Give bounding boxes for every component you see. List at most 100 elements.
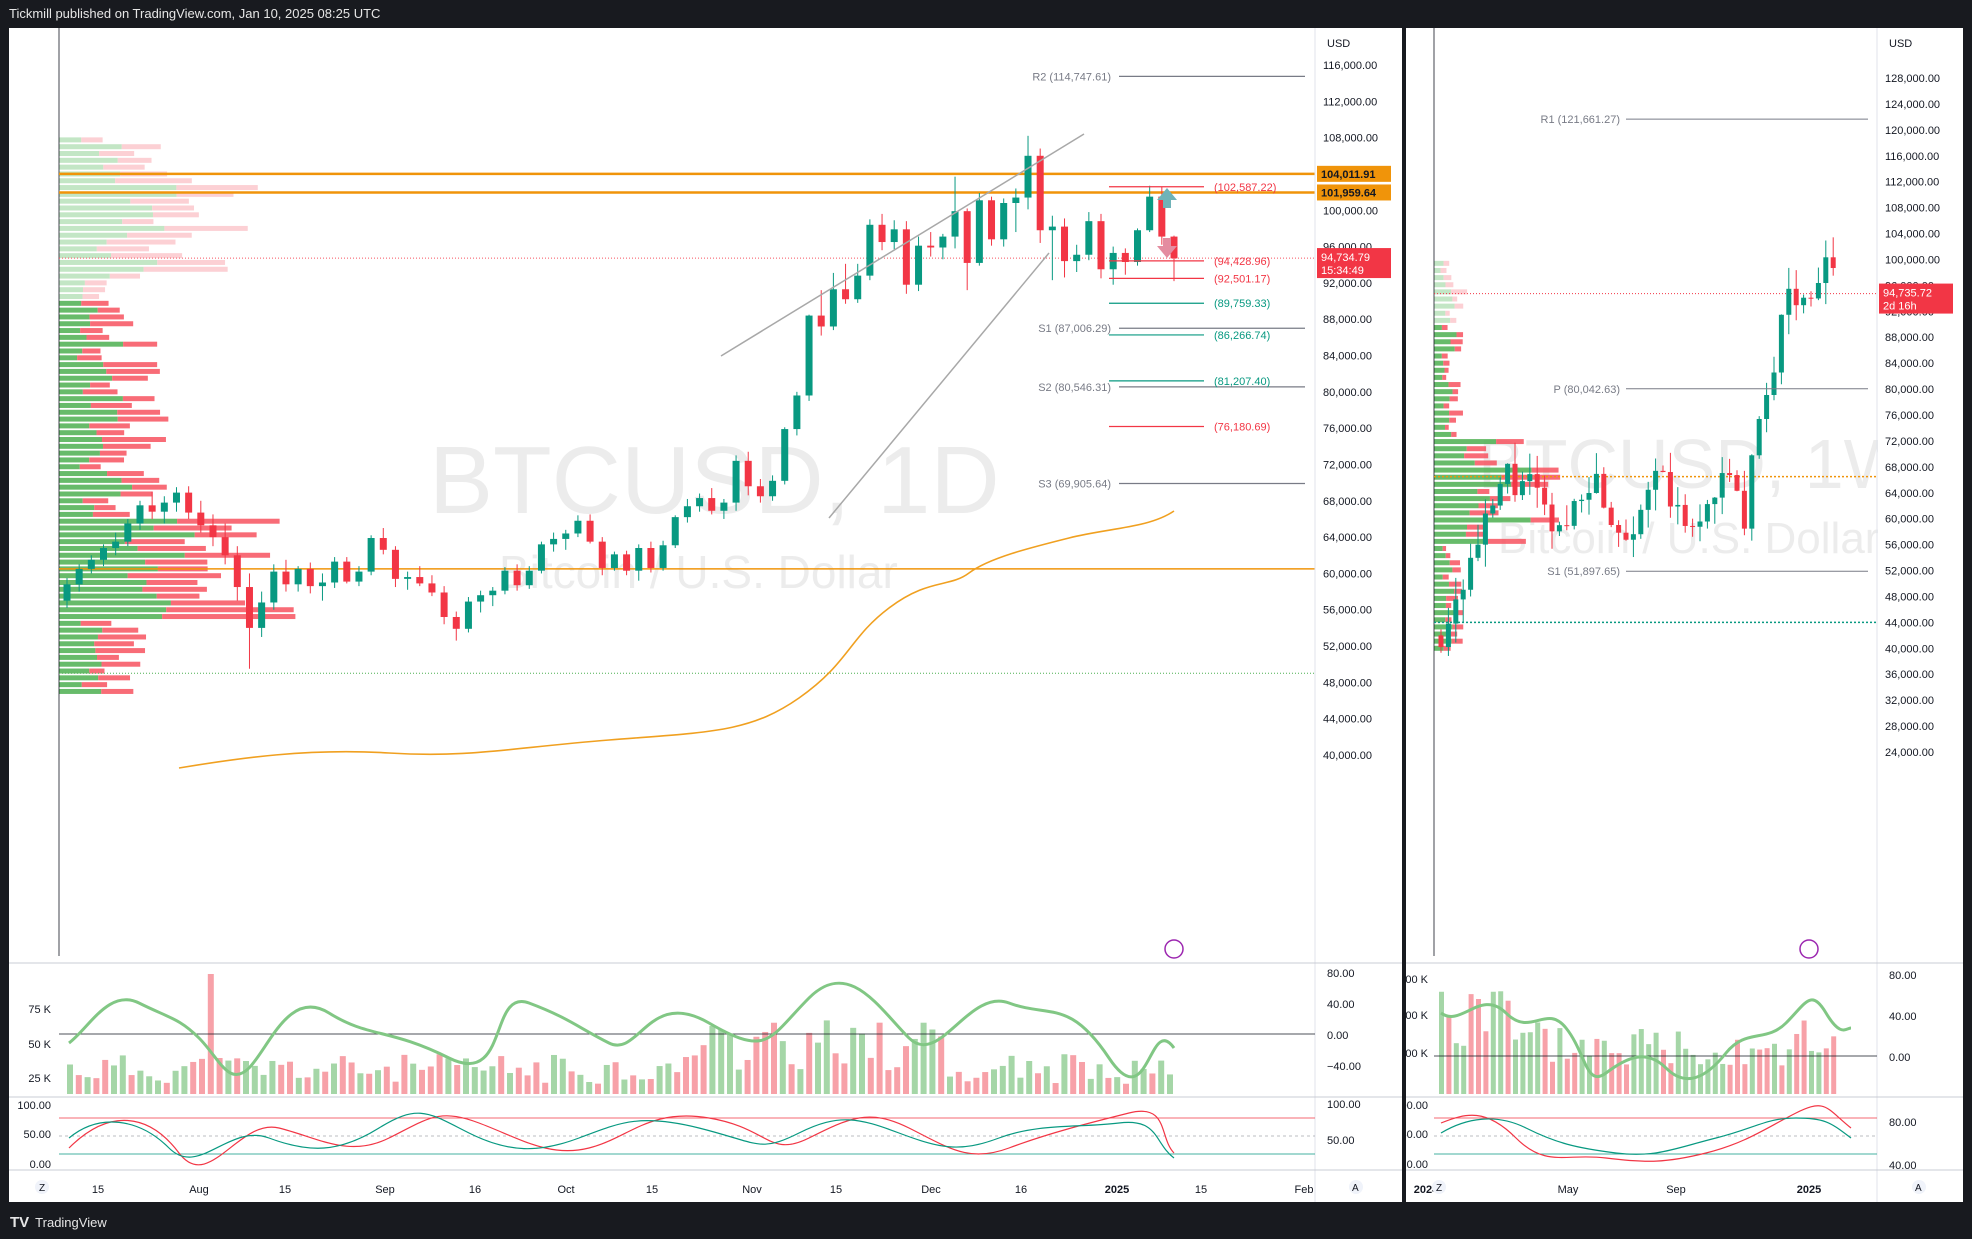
daily-profile-sell [89,314,124,320]
daily-profile-buy [59,341,124,347]
daily-candle-body [963,211,971,263]
daily-currency-label: USD [1327,38,1350,50]
weekly-volume-bar [1564,1058,1570,1094]
daily-volume-bar [287,1061,293,1094]
daily-profile-buy [59,573,128,579]
weekly-profile-sell [1451,638,1463,644]
weekly-candle-body [1608,507,1614,525]
daily-profile-sell [106,368,160,374]
daily-candle-body [988,200,996,240]
daily-volume-bar [1061,1054,1068,1094]
daily-profile-sell [103,164,145,170]
daily-profile-sell [142,586,207,592]
daily-stoch-ylabel: 0.00 [30,1159,51,1171]
daily-candle-body [866,224,874,276]
weekly-candle-body [1823,257,1829,284]
daily-chart-panel[interactable]: BTCUSD, 1D Bitcoin / U.S. Dollar R2 (114… [9,28,1402,1202]
daily-volume-bar [885,1070,892,1094]
daily-profile-buy [59,498,83,504]
daily-volume-bar [524,1075,531,1094]
weekly-profile-sell [1496,439,1524,445]
daily-stoch-ylabel-right: 50.00 [1327,1135,1355,1147]
daily-pivot-label: (89,759.33) [1214,298,1270,310]
weekly-chart-panel[interactable]: BTCUSD, 1W Bitcoin / U.S. Dollar R1 (121… [1406,28,1963,1202]
daily-profile-sell [146,580,198,585]
weekly-volume-bar [1675,1031,1681,1094]
weekly-price-axis[interactable]: 128,000.00 124,000.00 120,000.00 116,000.00… [1879,73,1953,759]
weekly-profile-buy [1434,453,1465,459]
daily-profile-buy [59,450,100,456]
daily-auto-button[interactable] [1349,1180,1363,1194]
daily-volume-bar [903,1046,909,1094]
daily-volume-bar [991,1069,997,1094]
daily-chart-svg[interactable]: BTCUSD, 1D Bitcoin / U.S. Dollar R2 (114… [9,28,1402,1202]
weekly-profile-buy [1434,538,1488,544]
daily-volume-bar [75,1075,82,1094]
daily-volume-bar [929,1029,936,1094]
weekly-profile-sell [1478,503,1498,509]
daily-candle-body [63,584,71,601]
daily-profile-buy [59,416,118,422]
daily-profile-sell [89,423,130,429]
daily-profile-buy [59,607,167,613]
daily-volume-bar [639,1079,645,1094]
daily-volume-bar [1052,1083,1059,1094]
daily-volume-bar [93,1078,100,1094]
weekly-profile-sell [1445,310,1450,316]
weekly-profile-sell [1442,546,1447,552]
daily-price-axis[interactable]: 116,000.00112,000.00108,000.00104,000.00… [1317,60,1391,762]
channel-upper-line[interactable] [720,133,1085,357]
daily-profile-buy [59,239,107,245]
daily-zoom-button[interactable] [35,1180,49,1194]
weekly-chart-svg[interactable]: BTCUSD, 1W Bitcoin / U.S. Dollar R1 (121… [1406,28,1963,1202]
daily-stoch-ylabel: 50.00 [23,1129,51,1141]
daily-volume-bar [727,1033,733,1094]
weekly-volume-bar [1735,1039,1740,1094]
weekly-candle-body [1764,394,1770,419]
daily-volume-bar [313,1068,320,1094]
arrow-up-marker [1157,188,1177,208]
weekly-profile-buy [1434,403,1444,409]
daily-volume-bar [859,1033,865,1094]
daily-profile-sell [89,457,125,463]
weekly-time-axis[interactable]: 2024 May Sep 2025 [1414,1184,1821,1196]
daily-last-price-tag [1317,248,1391,279]
daily-profile-buy [59,314,90,320]
daily-profile-sell [115,178,192,184]
weekly-candle-body [1808,297,1814,299]
weekly-price-tick: 108,000.00 [1885,203,1940,215]
weekly-price-tick: 116,000.00 [1885,151,1939,163]
weekly-lightning-icon[interactable] [1799,939,1819,959]
daily-profile-sell [162,614,296,620]
daily-volume-bar [251,1065,258,1094]
weekly-candle-body [1527,474,1533,482]
tradingview-logo[interactable]: TV TradingView [10,1214,107,1231]
daily-profile-sell [176,185,258,191]
daily-volume-bar [410,1063,417,1094]
daily-profile-sell [166,607,294,613]
daily-stoch-ylabel-right: 100.00 [1327,1099,1361,1111]
daily-time-axis[interactable]: 15 Aug 15 Sep 16 Oct 15 Nov 15 Dec 16 2025 15 Feb [92,1184,1314,1196]
daily-pivot-label: (102,587.22) [1214,182,1276,194]
daily-volume-bar [498,1056,505,1094]
weekly-auto-button[interactable] [1912,1180,1926,1194]
daily-profile-sell [137,545,206,551]
daily-candle-body [452,617,460,629]
channel-lower-line[interactable] [828,252,1050,519]
daily-profile-sell [103,362,158,368]
daily-volume-bar [339,1056,346,1094]
daily-candle-body [318,582,326,587]
daily-profile-sell [120,491,153,497]
weekly-profile-sell [1454,303,1464,309]
daily-profile-sell [94,641,134,647]
daily-lightning-icon[interactable] [1164,939,1184,959]
weekly-watermark-symbol: BTCUSD, 1W [1478,425,1910,503]
daily-price-tick: 44,000.00 [1323,714,1372,726]
daily-pivot-levels: R2 (114,747.61) (102,587.22) (94,428.96) (9… [1032,71,1305,490]
daily-time-tick: Sep [375,1184,395,1196]
daily-stoch-k [68,1110,1175,1166]
weekly-zoom-button[interactable] [1432,1180,1446,1194]
daily-profile-sell [89,668,105,674]
daily-profile-buy [59,294,83,300]
daily-volume-bar [1079,1062,1085,1094]
